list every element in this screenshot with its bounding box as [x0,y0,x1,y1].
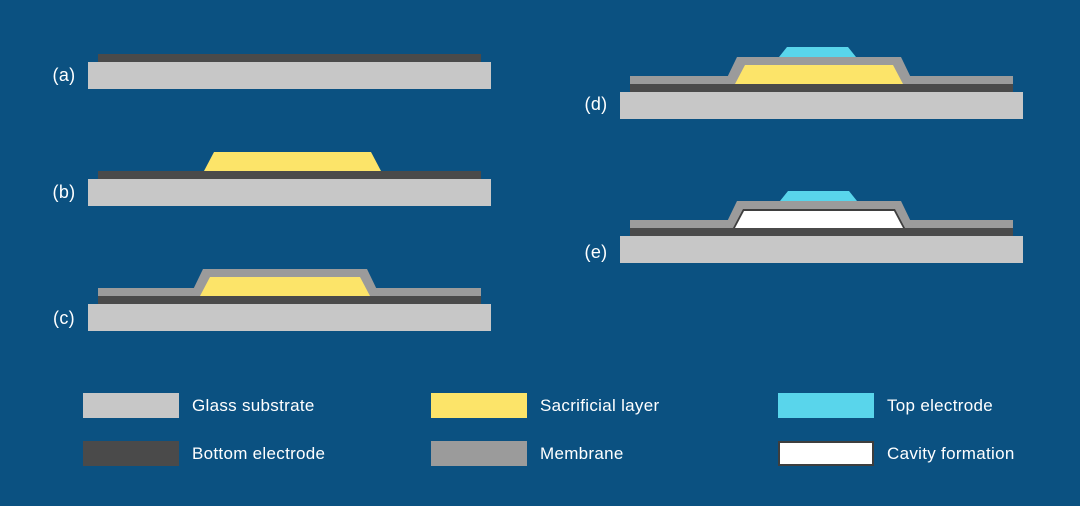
panel-label: (c) [53,308,75,328]
bottom-electrode-layer [98,296,481,304]
bottom-electrode-layer [630,228,1013,236]
legend-label: Glass substrate [192,395,315,415]
sacrificial-layer-shape [200,277,370,296]
legend-label: Top electrode [887,395,993,415]
glass-substrate-layer [620,92,1023,119]
membrane-swatch [431,441,527,466]
glass-substrate-layer [620,236,1023,263]
top-electrode-swatch [778,393,874,418]
legend-label: Cavity formation [887,443,1015,463]
bottom-electrode-swatch [83,441,179,466]
legend-item-sacrificial-layer: Sacrificial layer [431,393,659,418]
glass-substrate-layer [88,179,491,206]
bottom-electrode-layer [98,54,481,62]
cavity-shape [735,211,903,228]
legend-label: Membrane [540,443,624,463]
sacrificial-layer-shape [735,65,903,84]
bottom-electrode-layer [98,171,481,179]
glass-substrate-layer [88,304,491,331]
legend-item-membrane: Membrane [431,441,624,466]
legend-item-glass-substrate: Glass substrate [83,393,315,418]
top-electrode-shape [780,191,857,201]
panel-label: (a) [52,65,76,85]
legend-label: Sacrificial layer [540,395,660,415]
panel-label: (d) [584,94,608,114]
sacrificial-layer-swatch [431,393,527,418]
sacrificial-layer-shape [204,152,381,171]
bottom-electrode-layer [630,84,1013,92]
glass-substrate-swatch [83,393,179,418]
legend-item-cavity-formation: Cavity formation [778,441,1015,466]
legend-label: Bottom electrode [192,443,326,463]
legend-item-bottom-electrode: Bottom electrode [83,441,325,466]
top-electrode-shape [779,47,856,57]
panel-label: (b) [52,182,76,202]
glass-substrate-layer [88,62,491,89]
cavity-formation-swatch [778,441,874,466]
legend-item-top-electrode: Top electrode [778,393,993,418]
panel-label: (e) [584,242,608,262]
